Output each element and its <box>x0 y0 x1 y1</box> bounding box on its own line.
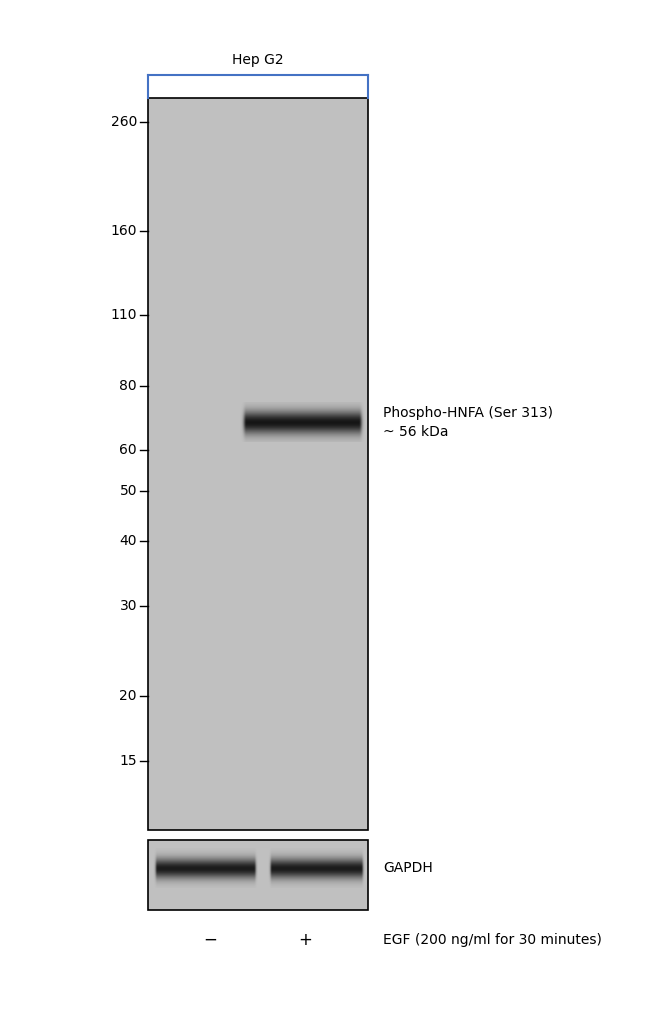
Text: 110: 110 <box>111 308 137 322</box>
Text: 15: 15 <box>120 754 137 768</box>
Text: ~ 56 kDa: ~ 56 kDa <box>383 426 448 440</box>
Text: 60: 60 <box>120 443 137 457</box>
Text: 40: 40 <box>120 534 137 549</box>
Text: Hep G2: Hep G2 <box>232 53 284 67</box>
Text: 80: 80 <box>120 379 137 393</box>
Text: EGF (200 ng/ml for 30 minutes): EGF (200 ng/ml for 30 minutes) <box>383 933 602 947</box>
Text: 260: 260 <box>111 116 137 129</box>
Text: 160: 160 <box>111 225 137 238</box>
Text: Phospho-HNFA (Ser 313): Phospho-HNFA (Ser 313) <box>383 405 553 420</box>
Text: +: + <box>298 931 312 949</box>
Text: −: − <box>203 931 217 949</box>
Text: 20: 20 <box>120 689 137 703</box>
Text: 50: 50 <box>120 485 137 498</box>
Bar <box>148 840 368 910</box>
Text: GAPDH: GAPDH <box>383 861 433 875</box>
Text: 30: 30 <box>120 598 137 613</box>
Bar <box>148 98 368 830</box>
